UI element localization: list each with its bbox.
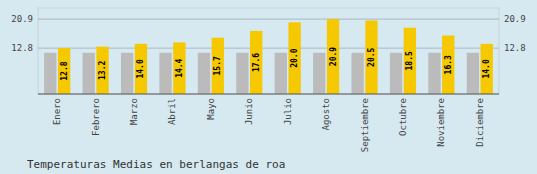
bar <box>212 38 224 94</box>
x-tick-label: Diciembre <box>475 98 485 147</box>
bar <box>313 53 325 94</box>
data-label: 20.5 <box>367 47 376 66</box>
bars <box>44 19 493 94</box>
data-label: 14.0 <box>136 59 145 78</box>
axis-line <box>38 94 499 95</box>
data-label: 15.7 <box>213 56 222 75</box>
x-tick-label: Noviembre <box>436 98 446 147</box>
data-label: 14.4 <box>175 58 184 77</box>
bar <box>481 44 493 94</box>
x-tick-label: Febrero <box>91 98 101 136</box>
bar <box>390 53 402 94</box>
bar <box>467 53 479 94</box>
y2-tick-label: 20.9 <box>504 14 526 24</box>
y-tick-label: 12.8 <box>11 43 33 53</box>
bar <box>96 47 108 94</box>
x-tick-label: Abril <box>167 98 177 125</box>
data-label: 17.6 <box>252 53 261 72</box>
data-label: 13.2 <box>98 61 107 80</box>
x-tick-label: Septiembre <box>360 98 370 152</box>
bar <box>121 53 133 94</box>
x-tick-label: Junio <box>244 98 254 125</box>
bar <box>135 44 147 94</box>
bar <box>442 36 454 94</box>
chart: 12.8 12.8 20.9 20.9 12.8 13.2 14.0 14.4 15.7 17.6… <box>0 0 537 174</box>
data-label: 16.3 <box>444 55 453 74</box>
y2-tick-label: 12.8 <box>504 43 526 53</box>
bar <box>173 42 185 94</box>
bar <box>327 19 339 94</box>
bar <box>44 53 56 94</box>
bar <box>404 28 416 94</box>
y-tick-label: 20.9 <box>11 14 33 24</box>
bar <box>351 53 363 94</box>
data-label: 14.0 <box>482 59 491 78</box>
data-label: 18.5 <box>405 51 414 70</box>
grid-line <box>38 19 499 20</box>
bar <box>288 22 300 94</box>
bar <box>275 53 287 94</box>
bar <box>236 53 248 94</box>
bar <box>428 53 440 94</box>
bar <box>58 48 70 94</box>
bar <box>83 53 95 94</box>
data-label: 20.0 <box>290 48 299 67</box>
x-tick-label: Agosto <box>321 98 331 131</box>
title: Temperaturas Medias en berlangas de roa <box>27 158 285 171</box>
x-tick-label: Octubre <box>398 98 408 136</box>
data-label: 20.9 <box>329 47 338 66</box>
bar <box>250 31 262 94</box>
bar <box>365 21 377 94</box>
bar <box>198 53 210 94</box>
x-tick-label: Julio <box>283 98 293 125</box>
x-tick-label: Mayo <box>206 98 216 120</box>
bar <box>159 53 171 94</box>
data-label: 12.8 <box>60 61 69 80</box>
x-tick-label: Enero <box>52 98 62 125</box>
x-tick-label: Marzo <box>129 98 139 125</box>
plot-frame <box>38 8 499 94</box>
